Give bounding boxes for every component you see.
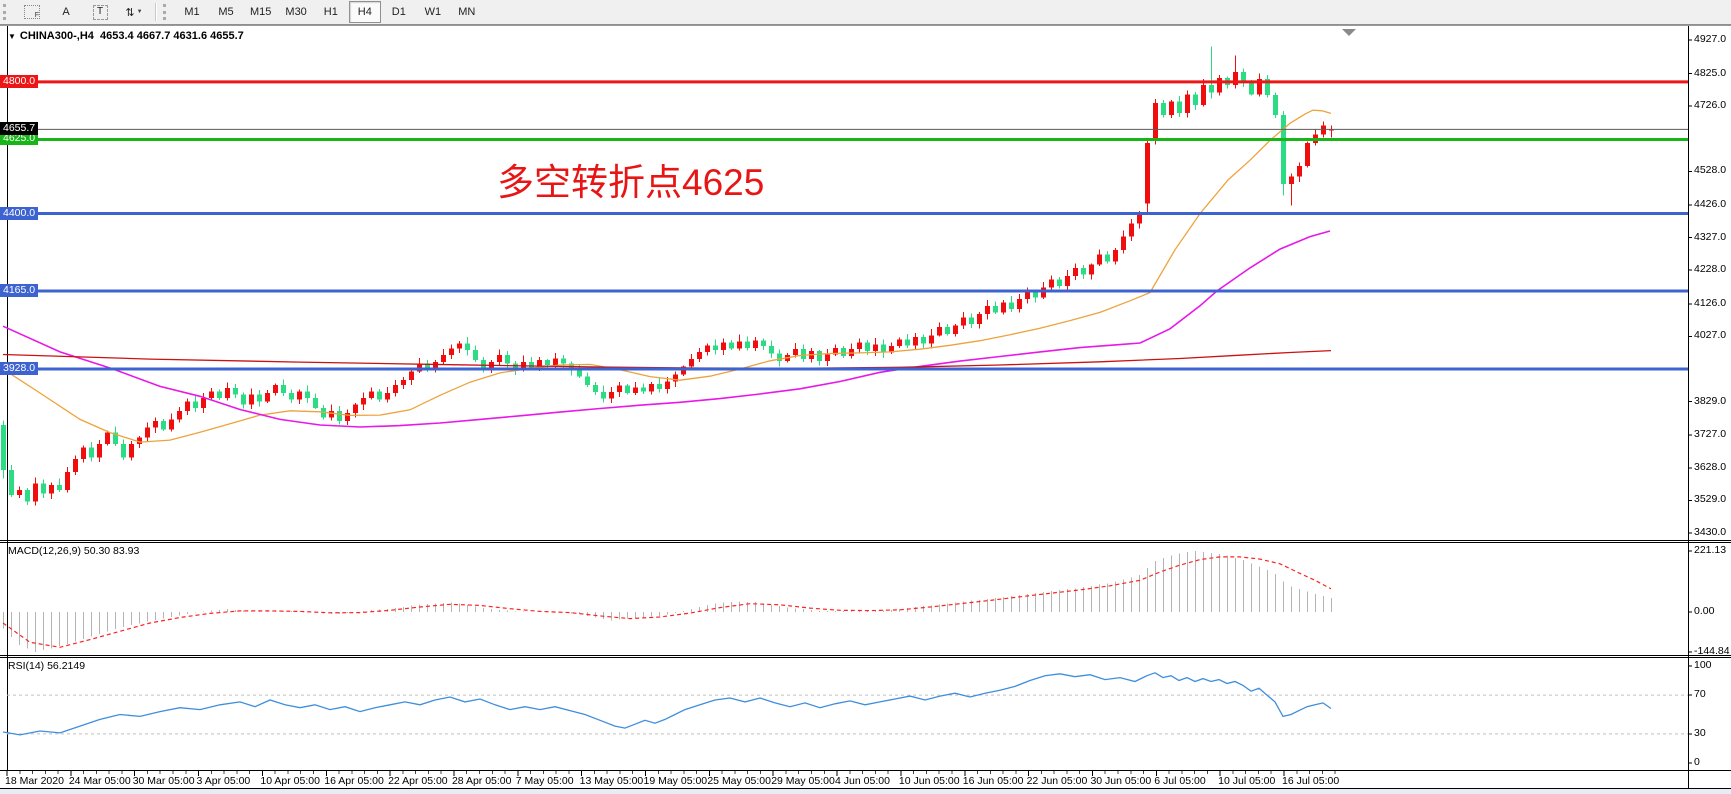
text-a-icon[interactable]: A bbox=[62, 6, 70, 18]
timeframe-button-w1[interactable]: W1 bbox=[424, 6, 442, 18]
indicators-arrows-icon[interactable]: ⇅ ▼ bbox=[125, 6, 143, 19]
timeframe-button-mn[interactable]: MN bbox=[458, 6, 476, 18]
timeframe-button-h4[interactable]: H4 bbox=[348, 1, 381, 23]
crosshair-grid-icon[interactable]: F bbox=[16, 1, 48, 23]
dropdown-caret-icon[interactable]: ▼ bbox=[136, 9, 143, 15]
timeframe-button-m1[interactable]: M1 bbox=[184, 6, 200, 18]
ma-slow-red bbox=[2, 349, 1332, 369]
toolbar: F A T ⇅ ▼ M1 M5 M15 M30 H1 H4 D1 W1 MN bbox=[0, 0, 1731, 25]
timeframe-button-d1[interactable]: D1 bbox=[391, 6, 406, 18]
toolbar-separator bbox=[155, 3, 156, 21]
rsi-line bbox=[2, 672, 1332, 736]
scroll-marker-icon bbox=[1342, 29, 1356, 36]
timeframe-toolbar: M1 M5 M15 M30 H1 H4 D1 W1 MN bbox=[175, 1, 484, 23]
timeframe-button-h1[interactable]: H1 bbox=[323, 6, 338, 18]
timeframe-button-m5[interactable]: M5 bbox=[218, 6, 234, 18]
toolbar-drag-handle[interactable] bbox=[3, 4, 12, 20]
crosshair-grid-label: F bbox=[34, 12, 39, 19]
timeframe-button-m15[interactable]: M15 bbox=[250, 6, 272, 18]
macd-signal-line bbox=[2, 556, 1332, 648]
ma-mid-magenta bbox=[2, 230, 1331, 428]
timeframe-toolbar-handle[interactable] bbox=[163, 4, 172, 20]
timeframe-button-m30[interactable]: M30 bbox=[285, 6, 307, 18]
text-label-icon[interactable]: T bbox=[84, 1, 116, 23]
